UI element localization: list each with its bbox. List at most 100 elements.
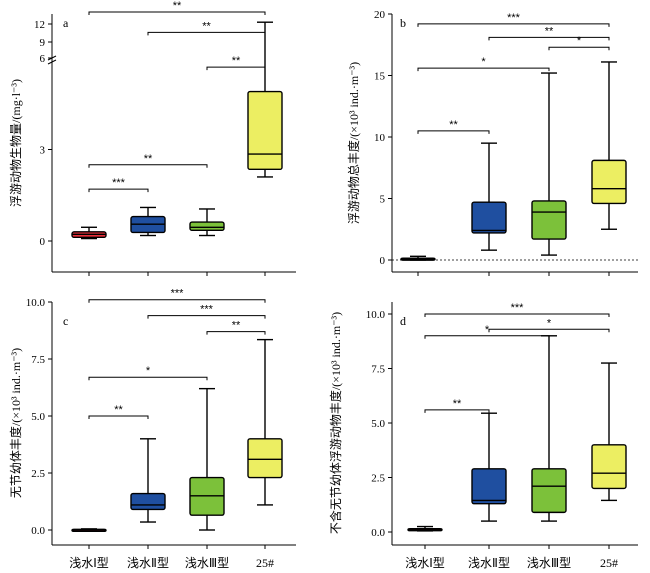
x-category-label: 浅水Ⅰ型	[69, 556, 109, 570]
significance-bracket-line	[424, 409, 490, 413]
significance-bracket: **	[488, 25, 610, 41]
significance-bracket: ***	[88, 177, 149, 193]
y-tick-label: 0.0	[31, 525, 45, 537]
significance-bracket-line	[88, 164, 208, 168]
significance-label: **	[232, 55, 241, 67]
significance-bracket-line	[88, 188, 149, 193]
significance-bracket: *	[417, 56, 550, 72]
panel-letter: d	[400, 314, 406, 328]
box-0	[407, 525, 443, 532]
x-category-label: 25#	[600, 556, 618, 570]
significance-bracket-line	[206, 331, 266, 335]
box-2	[531, 335, 567, 522]
iqr-box	[471, 201, 507, 234]
significance-label: **	[173, 0, 182, 12]
significance-bracket-line	[147, 31, 266, 36]
significance-label: *	[547, 317, 552, 329]
significance-bracket-line	[88, 299, 266, 303]
significance-label: *	[577, 35, 582, 47]
significance-label: **	[202, 20, 211, 32]
y-axis-label: 不含无节幼体浮游动物丰度/(×10³ ind.·m⁻³)	[328, 312, 343, 534]
significance-bracket: **	[206, 55, 266, 71]
iqr-box	[591, 159, 627, 205]
y-tick-label: 2.5	[31, 468, 45, 480]
significance-label: ***	[171, 288, 185, 300]
iqr-box	[531, 200, 567, 240]
iqr-box	[247, 438, 283, 479]
significance-bracket: *	[548, 35, 610, 51]
y-tick-label: 7.5	[31, 354, 45, 366]
significance-label: **	[232, 320, 241, 332]
iqr-box	[531, 468, 567, 514]
significance-bracket: *	[424, 324, 550, 339]
significance-label: **	[449, 119, 458, 131]
significance-bracket: **	[88, 0, 266, 15]
iqr-box	[189, 221, 225, 232]
significance-label: **	[114, 404, 123, 416]
box-0	[400, 255, 436, 261]
significance-label: *	[481, 56, 486, 68]
y-tick-label: 0	[380, 255, 386, 267]
significance-bracket-line	[488, 328, 610, 333]
y-tick-label: 15	[374, 71, 386, 83]
axis-break-mark	[47, 59, 57, 65]
iqr-box	[471, 468, 507, 505]
significance-bracket: *	[488, 317, 610, 333]
box-2	[189, 208, 225, 237]
panel-letter: a	[63, 16, 69, 30]
y-tick-label: 5.0	[371, 418, 385, 430]
significance-bracket: **	[417, 119, 490, 134]
x-category-label: 浅水Ⅱ型	[468, 556, 510, 570]
significance-bracket-line	[424, 313, 610, 317]
y-tick-label: 3	[40, 145, 46, 157]
y-tick-label: 20	[374, 9, 386, 21]
iqr-box	[130, 492, 166, 511]
panel-letter: c	[63, 314, 68, 328]
y-axis-label: 浮游动物生物量/(mg·l⁻³)	[9, 79, 23, 207]
significance-label: *	[146, 365, 151, 377]
y-tick-label: 2.5	[371, 473, 385, 485]
y-tick-label: 6	[40, 53, 46, 65]
y-tick-label: 10.0	[366, 309, 386, 321]
iqr-box	[247, 90, 283, 171]
significance-bracket-line	[417, 67, 550, 72]
significance-label: *	[485, 324, 490, 336]
significance-bracket: *	[88, 365, 208, 381]
significance-label: ***	[511, 302, 525, 314]
significance-bracket-line	[488, 36, 610, 41]
iqr-box	[591, 444, 627, 490]
box-1	[130, 206, 166, 237]
significance-bracket-line	[88, 415, 149, 419]
significance-bracket-line	[88, 11, 266, 15]
significance-bracket: ***	[147, 304, 266, 319]
box-0	[71, 528, 107, 533]
box-0	[71, 226, 107, 240]
significance-bracket: ***	[417, 12, 610, 27]
y-tick-label: 5	[380, 194, 386, 206]
y-axis-label: 浮游动物总丰度/(×10³ ind.·m⁻³)	[346, 62, 361, 224]
y-tick-label: 5.0	[31, 411, 45, 423]
box-2	[189, 387, 225, 531]
y-tick-label: 10.0	[26, 297, 46, 309]
significance-bracket: **	[147, 20, 266, 36]
significance-bracket: **	[424, 398, 490, 413]
significance-bracket: **	[206, 320, 266, 335]
significance-bracket: ***	[424, 302, 610, 317]
significance-bracket-line	[424, 335, 550, 339]
y-tick-label: 10	[374, 132, 386, 144]
significance-bracket-line	[417, 23, 610, 27]
y-tick-label: 12	[34, 19, 45, 31]
significance-bracket-line	[147, 315, 266, 319]
box-1	[471, 412, 507, 522]
box-3	[591, 362, 627, 502]
box-3	[247, 338, 283, 506]
y-tick-label: 7.5	[371, 364, 385, 376]
significance-bracket-line	[88, 376, 208, 381]
y-tick-label: 0.0	[371, 527, 385, 539]
significance-bracket: **	[88, 404, 149, 419]
panel-c: 0.0 2.5 5.0 7.5 10.0 浅水Ⅰ型 浅水Ⅱ型 浅水Ⅲ型 25# c 无节幼体丰度/(…	[8, 288, 296, 570]
panel-letter: b	[400, 16, 406, 30]
